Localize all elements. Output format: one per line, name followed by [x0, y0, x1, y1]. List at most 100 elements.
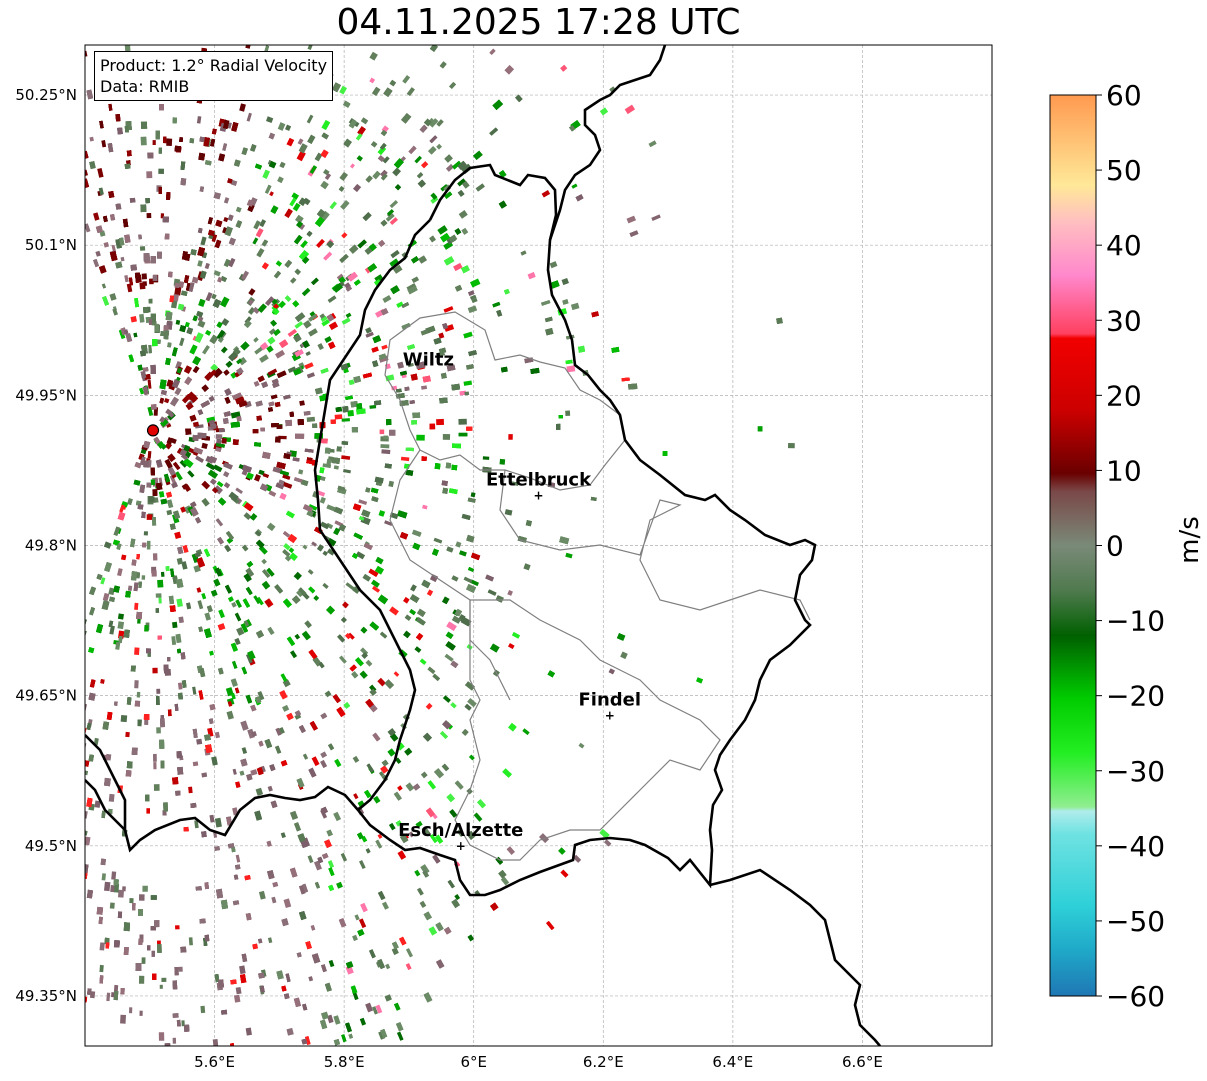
velocity-echo — [449, 809, 458, 818]
velocity-echo — [78, 781, 85, 791]
velocity-echo — [128, 277, 134, 286]
velocity-echo — [85, 770, 89, 776]
velocity-echo — [152, 667, 158, 674]
velocity-echo — [446, 793, 456, 803]
velocity-echo — [315, 238, 325, 248]
velocity-echo — [500, 876, 510, 886]
velocity-echo — [187, 447, 196, 455]
velocity-echo — [123, 947, 129, 955]
velocity-echo — [138, 234, 142, 240]
velocity-echo — [334, 414, 343, 420]
velocity-echo — [456, 829, 464, 837]
velocity-echo — [140, 204, 147, 213]
velocity-echo — [174, 282, 180, 289]
velocity-echo — [227, 700, 233, 707]
velocity-echo — [235, 781, 241, 788]
velocity-echo — [185, 402, 194, 410]
velocity-echo — [176, 557, 184, 565]
velocity-echo — [327, 1014, 334, 1024]
velocity-echo — [287, 366, 297, 374]
velocity-echo — [265, 184, 272, 194]
velocity-echo — [100, 858, 106, 866]
velocity-echo — [389, 258, 399, 267]
velocity-echo — [254, 474, 261, 482]
velocity-echo — [117, 621, 125, 630]
velocity-echo — [336, 881, 343, 889]
velocity-echo — [320, 759, 328, 769]
velocity-echo — [129, 197, 136, 203]
velocity-echo — [410, 373, 418, 381]
velocity-echo — [157, 635, 162, 640]
velocity-echo — [248, 288, 256, 296]
velocity-echo — [473, 812, 483, 822]
velocity-echo — [318, 661, 325, 669]
velocity-echo — [419, 658, 427, 665]
velocity-echo — [183, 826, 189, 832]
velocity-echo — [328, 884, 335, 892]
velocity-echo — [155, 130, 160, 140]
velocity-echo — [120, 256, 125, 262]
velocity-echo — [389, 429, 396, 436]
velocity-echo — [407, 362, 414, 368]
velocity-echo — [322, 582, 329, 589]
velocity-echo — [308, 328, 318, 337]
velocity-echo — [204, 371, 214, 381]
velocity-echo — [261, 262, 269, 270]
velocity-echo — [221, 438, 227, 444]
velocity-echo — [181, 251, 188, 260]
velocity-echo — [204, 734, 211, 741]
velocity-echo — [234, 864, 241, 870]
velocity-echo — [620, 651, 628, 660]
velocity-echo — [450, 702, 457, 709]
velocity-echo — [215, 518, 224, 527]
velocity-echo — [215, 447, 222, 452]
velocity-echo — [347, 632, 355, 640]
velocity-echo — [375, 1004, 383, 1014]
velocity-echo — [77, 683, 84, 692]
velocity-echo — [261, 558, 267, 565]
velocity-echo — [151, 570, 157, 577]
velocity-echo — [279, 690, 288, 700]
velocity-echo — [380, 169, 388, 178]
velocity-echo — [365, 659, 373, 667]
velocity-echo — [159, 416, 166, 423]
velocity-echo — [169, 475, 177, 485]
velocity-echo — [147, 451, 152, 459]
velocity-echo — [214, 846, 220, 851]
velocity-echo — [293, 571, 302, 581]
velocity-echo — [418, 255, 427, 264]
velocity-echo — [444, 191, 453, 199]
velocity-echo — [356, 155, 363, 162]
velocity-echo — [166, 138, 173, 146]
velocity-echo — [306, 114, 314, 124]
velocity-echo — [368, 243, 377, 252]
velocity-echo — [113, 940, 120, 948]
velocity-echo — [466, 534, 475, 543]
velocity-echo — [350, 400, 358, 408]
velocity-echo — [98, 265, 107, 274]
velocity-echo — [124, 45, 131, 52]
velocity-echo — [303, 320, 312, 329]
velocity-echo — [282, 531, 291, 538]
velocity-echo — [544, 316, 553, 323]
velocity-echo — [213, 270, 221, 277]
velocity-echo — [161, 977, 167, 982]
velocity-echo — [166, 491, 173, 498]
velocity-echo — [240, 720, 249, 731]
velocity-echo — [438, 347, 447, 354]
velocity-echo — [223, 471, 230, 478]
velocity-echo — [235, 487, 243, 495]
velocity-echo — [198, 152, 206, 161]
velocity-echo — [343, 468, 351, 474]
velocity-echo — [298, 143, 308, 154]
velocity-echo — [319, 476, 326, 481]
velocity-echo — [506, 846, 515, 855]
velocity-echo — [135, 962, 142, 971]
velocity-echo — [416, 434, 425, 441]
velocity-echo — [267, 626, 275, 636]
velocity-echo — [378, 510, 386, 517]
velocity-echo — [389, 199, 399, 209]
velocity-echo — [204, 262, 210, 270]
velocity-echo — [289, 552, 298, 561]
